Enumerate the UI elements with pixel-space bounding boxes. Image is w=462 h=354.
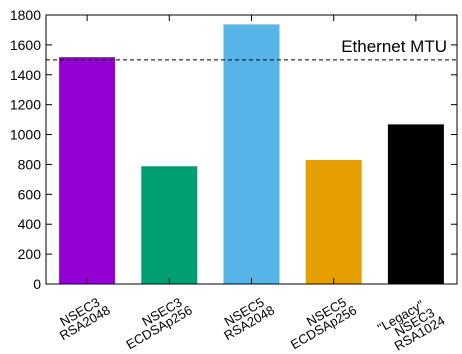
category-label: NSEC5ECDSAp256: [282, 292, 359, 352]
y-tick-label: 800: [18, 156, 42, 172]
category-label: NSEC3RSA2048: [51, 292, 113, 343]
plot-frame: [45, 14, 458, 285]
y-tick-label: 600: [18, 186, 42, 202]
y-tick-label: 1400: [10, 67, 41, 83]
reference-line: Ethernet MTU: [46, 37, 457, 61]
bars: [59, 24, 444, 284]
y-axis: 0 200 400 600 800 1000 1200 1400 1600 1800: [10, 7, 457, 292]
bar-5: [387, 124, 444, 284]
y-tick-label: 400: [18, 216, 42, 232]
category-label: NSEC3ECDSAp256: [117, 292, 194, 352]
y-tick-label: 1000: [10, 127, 41, 143]
category-label: NSEC5RSA2048: [215, 292, 277, 343]
ethernet-mtu-label: Ethernet MTU: [341, 37, 447, 56]
bar-2: [141, 166, 198, 284]
y-tick-label: 1200: [10, 97, 41, 113]
bar-3: [223, 24, 280, 284]
category-label: "Legacy"NSEC3RSA1024: [375, 292, 447, 354]
y-tick-label: 200: [18, 246, 42, 262]
y-tick-label: 0: [33, 276, 41, 292]
y-tick-label: 1800: [10, 7, 41, 23]
y-tick-label: 1600: [10, 37, 41, 53]
bar-1: [59, 57, 116, 284]
bar-4: [305, 159, 362, 284]
